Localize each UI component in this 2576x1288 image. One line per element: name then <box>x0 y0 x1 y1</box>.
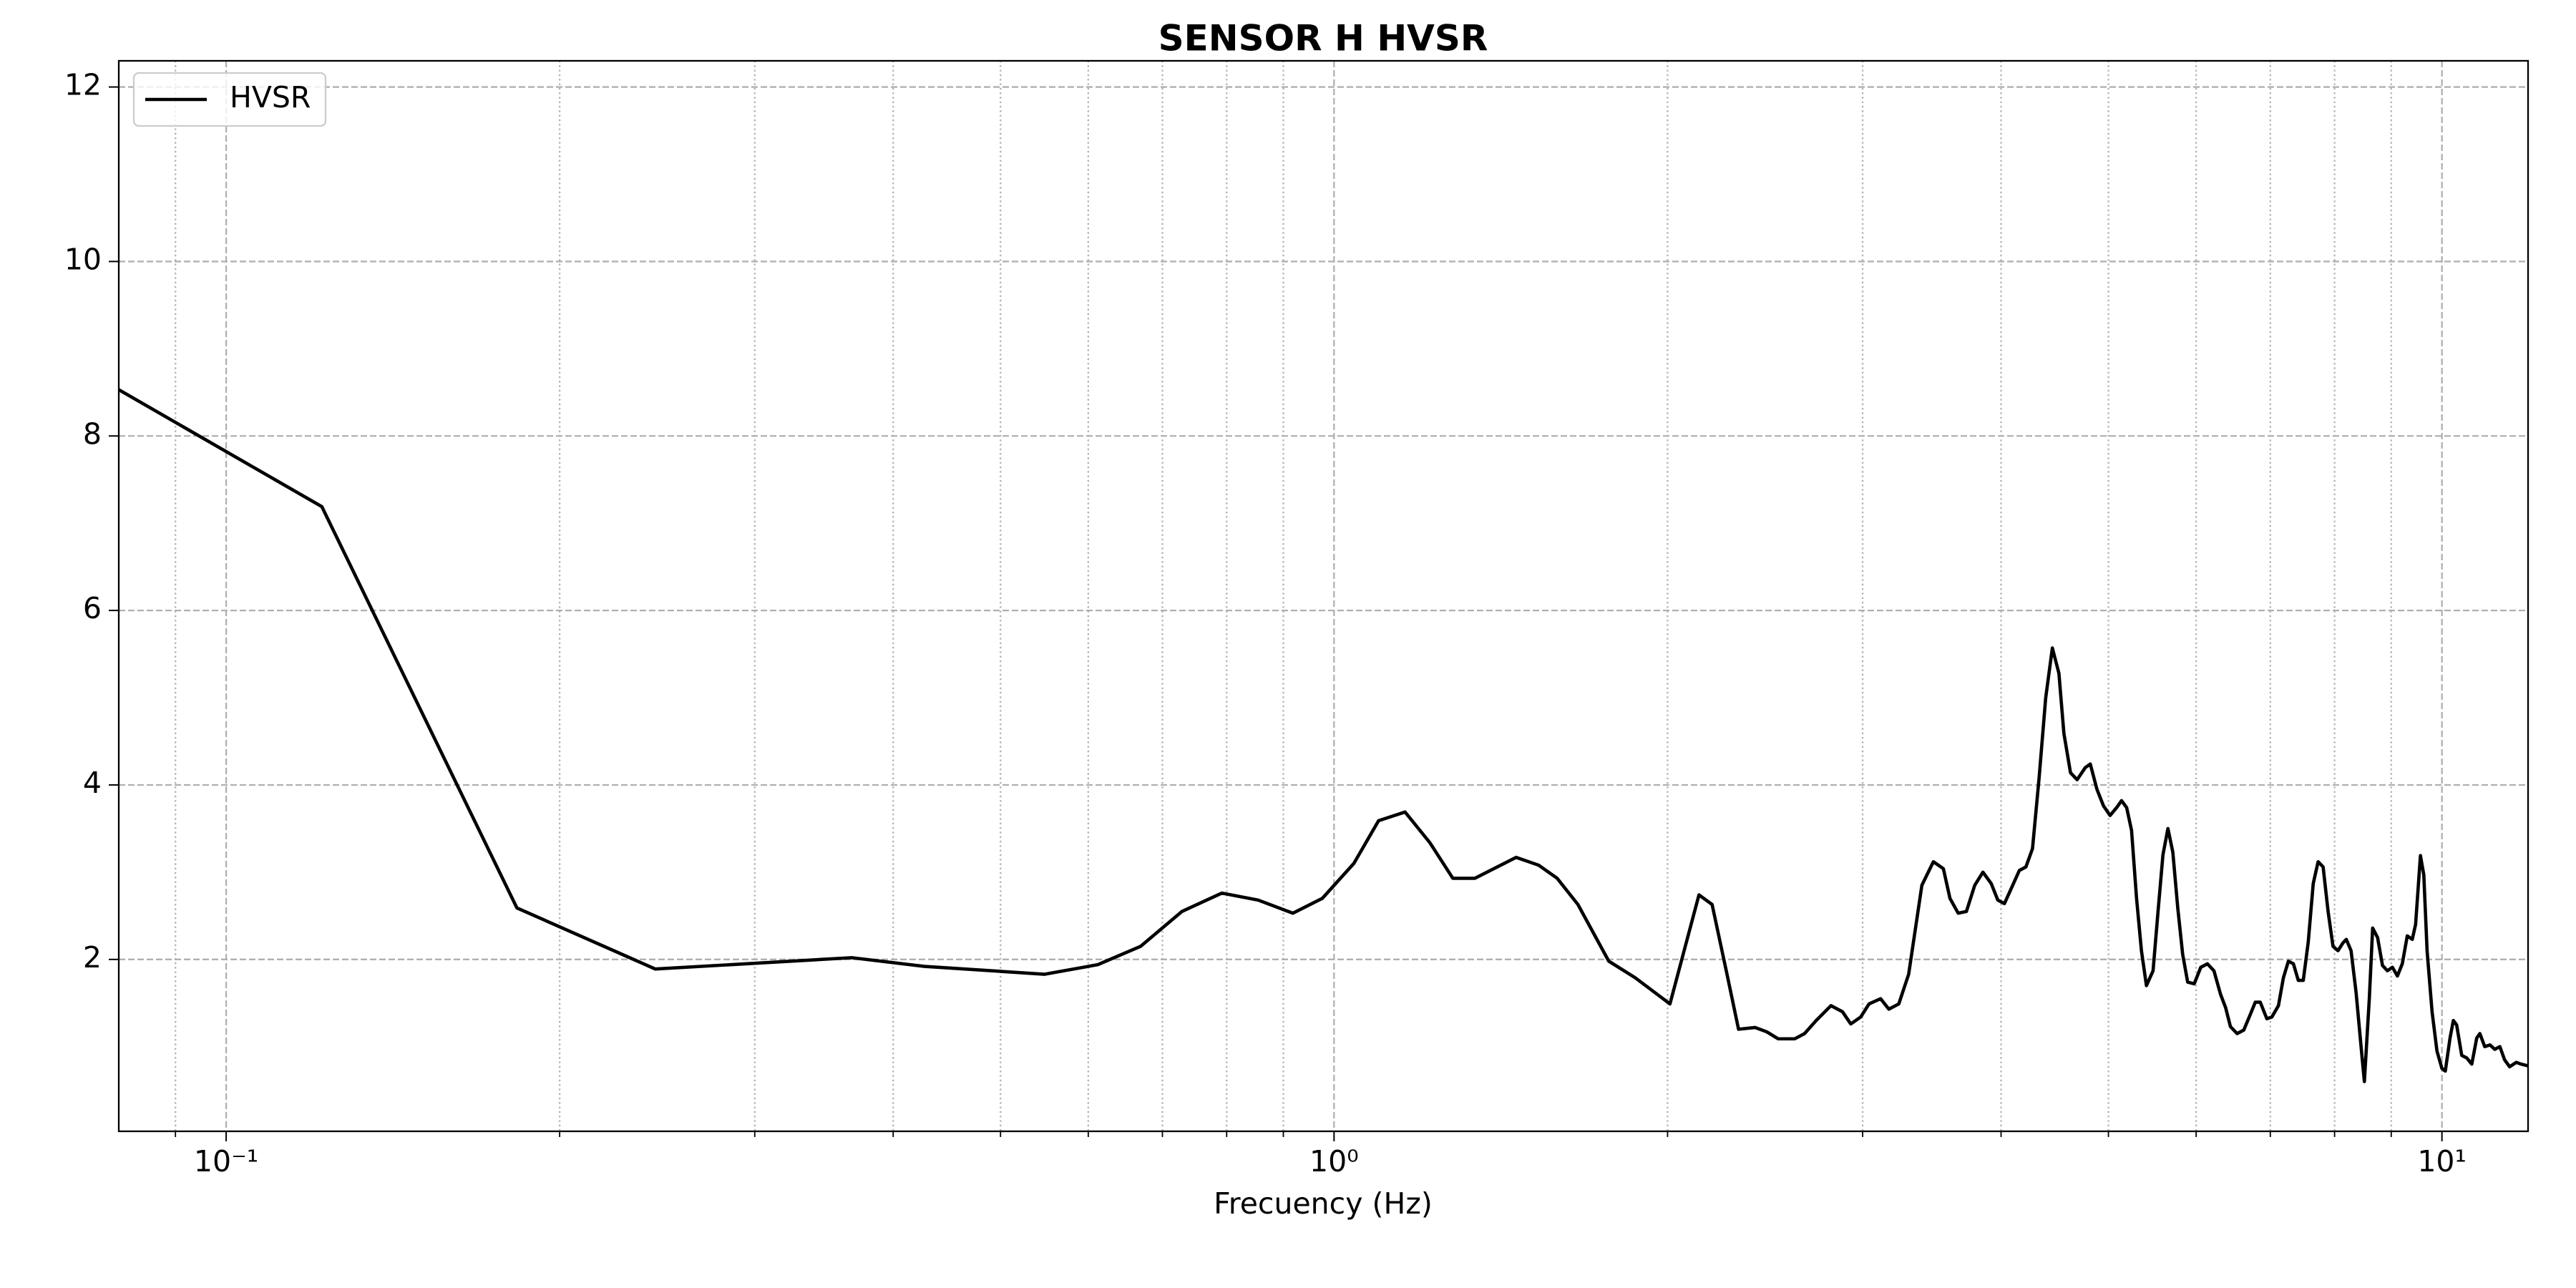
y-tick-label: 10 <box>64 242 102 276</box>
x-tick-label: 10¹ <box>2417 1144 2467 1179</box>
legend-box <box>132 72 327 127</box>
x-axis-label: Frecuency (Hz) <box>1214 1186 1433 1221</box>
legend-label: HVSR <box>230 80 311 114</box>
y-tick-label: 4 <box>83 766 102 800</box>
plot-frame <box>117 59 2529 1133</box>
y-tick-label: 12 <box>64 68 102 102</box>
y-tick-label: 2 <box>83 940 102 975</box>
x-tick-label: 10⁻¹ <box>194 1144 258 1179</box>
chart-title: SENSOR H HVSR <box>1158 18 1488 59</box>
y-tick-label: 8 <box>83 416 102 451</box>
x-tick-label: 10⁰ <box>1309 1144 1359 1179</box>
line-series <box>117 388 2529 1083</box>
y-tick-label: 6 <box>83 591 102 625</box>
